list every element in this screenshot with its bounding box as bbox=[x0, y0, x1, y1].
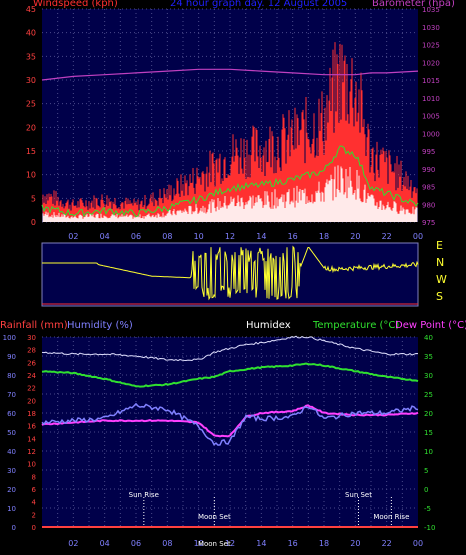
rain-tick-label: 0 bbox=[32, 524, 36, 532]
rain-tick-label: 4 bbox=[32, 499, 37, 507]
baro-tick-label: 1020 bbox=[422, 59, 440, 67]
baro-tick-label: 975 bbox=[422, 219, 435, 227]
hour-tick-label: 18 bbox=[319, 232, 329, 241]
baro-tick-label: 1015 bbox=[422, 77, 440, 85]
astro-label: Moon Rise bbox=[373, 513, 409, 521]
rain-tick-label: 8 bbox=[32, 473, 36, 481]
wind-tick-label: 15 bbox=[26, 147, 36, 156]
astro-label: Sun Rise bbox=[129, 491, 159, 499]
temp-tick-label: 20 bbox=[424, 410, 433, 418]
rain-tick-label: 14 bbox=[27, 435, 36, 443]
temp-tick-label: 25 bbox=[424, 391, 433, 399]
temp-tick-label: 30 bbox=[424, 372, 433, 380]
hour-tick-label: 02 bbox=[68, 232, 78, 241]
humidity-tick-label: 20 bbox=[7, 486, 16, 494]
wind-tick-label: 0 bbox=[31, 218, 36, 227]
baro-tick-label: 1010 bbox=[422, 95, 440, 103]
hour-tick-label: 04 bbox=[100, 232, 110, 241]
temp-tick-label: -10 bbox=[424, 524, 435, 532]
hour-tick-label: 16 bbox=[288, 232, 298, 241]
temp-tick-label: 0 bbox=[424, 486, 428, 494]
rain-tick-label: 16 bbox=[27, 423, 36, 431]
hour-tick-label: 12 bbox=[225, 232, 235, 241]
hour-tick-label-bottom: 18 bbox=[319, 539, 329, 548]
rain-tick-label: 30 bbox=[27, 334, 36, 342]
hour-tick-label: 00 bbox=[413, 232, 423, 241]
wind-tick-label: 30 bbox=[26, 76, 36, 85]
hour-tick-label: 14 bbox=[256, 232, 266, 241]
wind-tick-label: 5 bbox=[31, 194, 36, 203]
hour-tick-label-bottom: 04 bbox=[100, 539, 110, 548]
humidity-tick-label: 50 bbox=[7, 429, 16, 437]
astro-label: Moon Set bbox=[198, 513, 231, 521]
rain-tick-label: 10 bbox=[27, 461, 36, 469]
humidity-tick-label: 60 bbox=[7, 410, 16, 418]
wind-tick-label: 20 bbox=[26, 123, 36, 132]
wind-tick-label: 40 bbox=[26, 29, 36, 38]
wind-tick-label: 45 bbox=[26, 5, 36, 14]
hour-tick-label-bottom: 16 bbox=[288, 539, 298, 548]
hour-tick-label-bottom: 02 bbox=[68, 539, 78, 548]
hour-tick-label: 20 bbox=[350, 232, 360, 241]
baro-tick-label: 1035 bbox=[422, 6, 440, 14]
baro-tick-label: 990 bbox=[422, 166, 435, 174]
temp-tick-label: 40 bbox=[424, 334, 433, 342]
hour-tick-label-bottom: 14 bbox=[256, 539, 266, 548]
baro-tick-label: 1025 bbox=[422, 42, 440, 50]
humidity-tick-label: 90 bbox=[7, 353, 16, 361]
wind-tick-label: 35 bbox=[26, 52, 36, 61]
rain-tick-label: 26 bbox=[27, 359, 36, 367]
temp-tick-label: -5 bbox=[424, 505, 431, 513]
hour-tick-label: 06 bbox=[131, 232, 141, 241]
hour-tick-label: 10 bbox=[194, 232, 204, 241]
rain-tick-label: 22 bbox=[27, 385, 36, 393]
temp-tick-label: 15 bbox=[424, 429, 433, 437]
baro-tick-label: 1000 bbox=[422, 130, 440, 138]
astro-label: Sun Set bbox=[345, 491, 372, 499]
wind-tick-label: 10 bbox=[26, 171, 36, 180]
temp-tick-label: 5 bbox=[424, 467, 428, 475]
hour-tick-label-bottom: 00 bbox=[413, 539, 423, 548]
rain-tick-label: 20 bbox=[27, 397, 36, 405]
rain-tick-label: 28 bbox=[27, 347, 36, 355]
hour-tick-label: 08 bbox=[162, 232, 172, 241]
humidity-tick-label: 10 bbox=[7, 505, 16, 513]
humidity-tick-label: 70 bbox=[7, 391, 16, 399]
astro-bottom-label: Moon Set bbox=[198, 540, 231, 548]
hour-tick-label-bottom: 06 bbox=[131, 539, 141, 548]
wind-tick-label: 25 bbox=[26, 100, 36, 109]
humidity-tick-label: 40 bbox=[7, 448, 16, 456]
rain-tick-label: 18 bbox=[27, 410, 36, 418]
temp-tick-label: 35 bbox=[424, 353, 433, 361]
humidity-tick-label: 100 bbox=[3, 334, 16, 342]
baro-tick-label: 1030 bbox=[422, 24, 440, 32]
humidity-tick-label: 30 bbox=[7, 467, 16, 475]
hour-tick-label: 22 bbox=[382, 232, 392, 241]
hour-tick-label-bottom: 20 bbox=[350, 539, 360, 548]
rain-tick-label: 2 bbox=[32, 511, 36, 519]
humidity-tick-label: 80 bbox=[7, 372, 16, 380]
temp-tick-label: 10 bbox=[424, 448, 433, 456]
baro-tick-label: 985 bbox=[422, 184, 435, 192]
rain-tick-label: 6 bbox=[32, 486, 37, 494]
rain-tick-label: 12 bbox=[27, 448, 36, 456]
baro-tick-label: 1005 bbox=[422, 113, 440, 121]
hour-tick-label-bottom: 08 bbox=[162, 539, 172, 548]
baro-tick-label: 980 bbox=[422, 201, 435, 209]
rain-tick-label: 24 bbox=[27, 372, 36, 380]
hour-tick-label-bottom: 22 bbox=[382, 539, 392, 548]
humidity-tick-label: 0 bbox=[12, 524, 16, 532]
baro-tick-label: 995 bbox=[422, 148, 435, 156]
